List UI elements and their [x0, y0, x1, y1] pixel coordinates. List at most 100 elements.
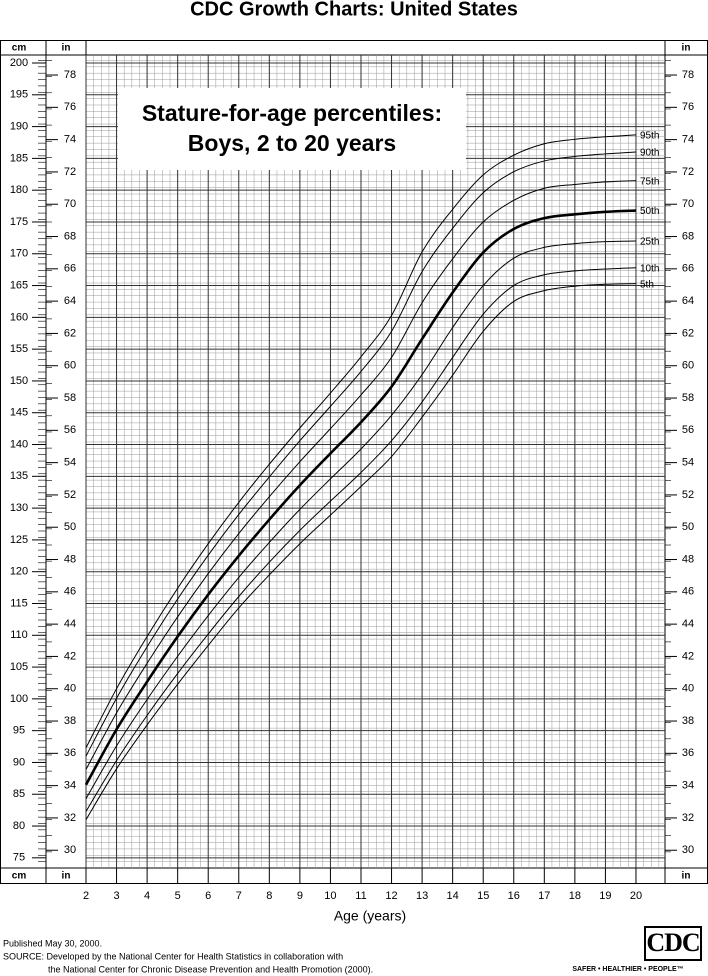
y2-tick-label: 48 [64, 553, 76, 565]
y-tick-label: 185 [10, 152, 28, 164]
title-box [118, 88, 466, 170]
y-tick-label: 155 [10, 343, 28, 355]
y2-tick-label: 62 [64, 327, 76, 339]
y-tick-label: 175 [10, 216, 28, 228]
y-tick-label: 135 [10, 470, 28, 482]
x-tick-label: 14 [447, 890, 459, 902]
y2-tick-label: 52 [64, 489, 76, 501]
legend-label: 10th [640, 263, 659, 274]
y2-tick-label: 70 [682, 198, 694, 210]
y2-tick-label: 30 [64, 844, 76, 856]
percentile-curve [85, 151, 637, 757]
x-tick-label: 5 [175, 890, 181, 902]
y-tick-label: 110 [10, 629, 28, 641]
y-tick-label: 130 [10, 502, 28, 514]
y2-tick-label: 32 [64, 812, 76, 824]
y2-tick-label: 50 [682, 521, 694, 533]
y-tick-label: 125 [10, 534, 28, 546]
y2-tick-label: 44 [64, 618, 76, 630]
y2-tick-label: 58 [682, 392, 694, 404]
y2-tick-label: 52 [682, 489, 694, 501]
y2-tick-label: 66 [682, 263, 694, 275]
footer-note: SOURCE: Developed by the National Center… [3, 951, 343, 961]
y-tick-label: 170 [10, 248, 28, 260]
legend-label: 5th [640, 279, 654, 290]
page-title: CDC Growth Charts: United States [190, 0, 518, 20]
y-tick-label: 85 [13, 788, 25, 800]
y2-tick-label: 74 [682, 134, 694, 146]
x-tick-label: 15 [477, 890, 489, 902]
y2-tick-label: 60 [682, 360, 694, 372]
y-tick-label: 145 [10, 407, 28, 419]
y2-tick-label: 56 [682, 424, 694, 436]
y2-tick-label: 34 [64, 780, 76, 792]
percentile-curve [85, 134, 637, 749]
x-tick-label: 8 [266, 890, 272, 902]
x-tick-label: 13 [416, 890, 428, 902]
tagline: SAFER • HEALTHIER • PEOPLE™ [572, 966, 683, 973]
percentile-curve [84, 209, 637, 786]
x-tick-label: 17 [538, 890, 550, 902]
y2-tick-label: 42 [682, 650, 694, 662]
y2-tick-label: 38 [682, 715, 694, 727]
y2-tick-label: 58 [64, 392, 76, 404]
y2-tick-label: 44 [682, 618, 694, 630]
y2-axis-unit: in [62, 871, 71, 882]
curves [84, 134, 637, 820]
percentile-curve [85, 267, 636, 812]
y2-tick-label: 30 [682, 844, 694, 856]
y2-axis-unit: in [682, 43, 691, 54]
x-tick-label: 16 [508, 890, 520, 902]
legend-label: 25th [640, 237, 659, 248]
chart-title: Stature-for-age percentiles: [142, 100, 442, 126]
percentile-curve [85, 180, 636, 770]
legend-label: 95th [640, 131, 659, 142]
y2-tick-label: 64 [64, 295, 76, 307]
x-tick-label: 19 [599, 890, 611, 902]
x-tick-label: 2 [83, 890, 89, 902]
y2-tick-label: 68 [64, 230, 76, 242]
x-tick-label: 10 [324, 890, 336, 902]
y2-tick-label: 32 [682, 812, 694, 824]
grid [0, 40, 708, 884]
x-tick-label: 20 [630, 890, 642, 902]
x-tick-label: 7 [236, 890, 242, 902]
y2-tick-label: 78 [682, 69, 694, 81]
y-tick-label: 160 [10, 311, 28, 323]
y2-tick-label: 36 [682, 747, 694, 759]
x-axis-label: Age (years) [334, 908, 406, 924]
y-tick-label: 195 [10, 89, 28, 101]
y2-tick-label: 50 [64, 521, 76, 533]
legend-label: 90th [640, 148, 659, 159]
y2-axis-unit: in [62, 43, 71, 54]
x-tick-label: 9 [297, 890, 303, 902]
x-tick-label: 6 [205, 890, 211, 902]
y2-axis-unit: in [682, 871, 691, 882]
y2-tick-label: 34 [682, 780, 694, 792]
y2-tick-label: 76 [682, 101, 694, 113]
y-tick-label: 140 [10, 438, 28, 450]
y2-tick-label: 64 [682, 295, 694, 307]
y-tick-label: 115 [10, 597, 28, 609]
chart-title: Boys, 2 to 20 years [188, 130, 396, 156]
y2-tick-label: 48 [682, 553, 694, 565]
y-tick-label: 190 [10, 121, 28, 133]
y-tick-label: 100 [10, 693, 28, 705]
footer-note: the National Center for Chronic Disease … [48, 964, 373, 974]
x-tick-label: 12 [385, 890, 397, 902]
x-tick-label: 18 [569, 890, 581, 902]
x-tick-label: 3 [113, 890, 119, 902]
y2-tick-label: 56 [64, 424, 76, 436]
y-tick-label: 95 [13, 725, 25, 737]
percentile-curve [85, 283, 636, 820]
y-tick-label: 180 [10, 184, 28, 196]
y2-tick-label: 36 [64, 747, 76, 759]
y2-tick-label: 40 [682, 683, 694, 695]
y2-tick-label: 76 [64, 101, 76, 113]
y2-tick-label: 62 [682, 327, 694, 339]
y-axis-unit: cm [12, 43, 27, 54]
y2-tick-label: 68 [682, 230, 694, 242]
logo: CDC [646, 928, 699, 957]
y2-tick-label: 60 [64, 360, 76, 372]
